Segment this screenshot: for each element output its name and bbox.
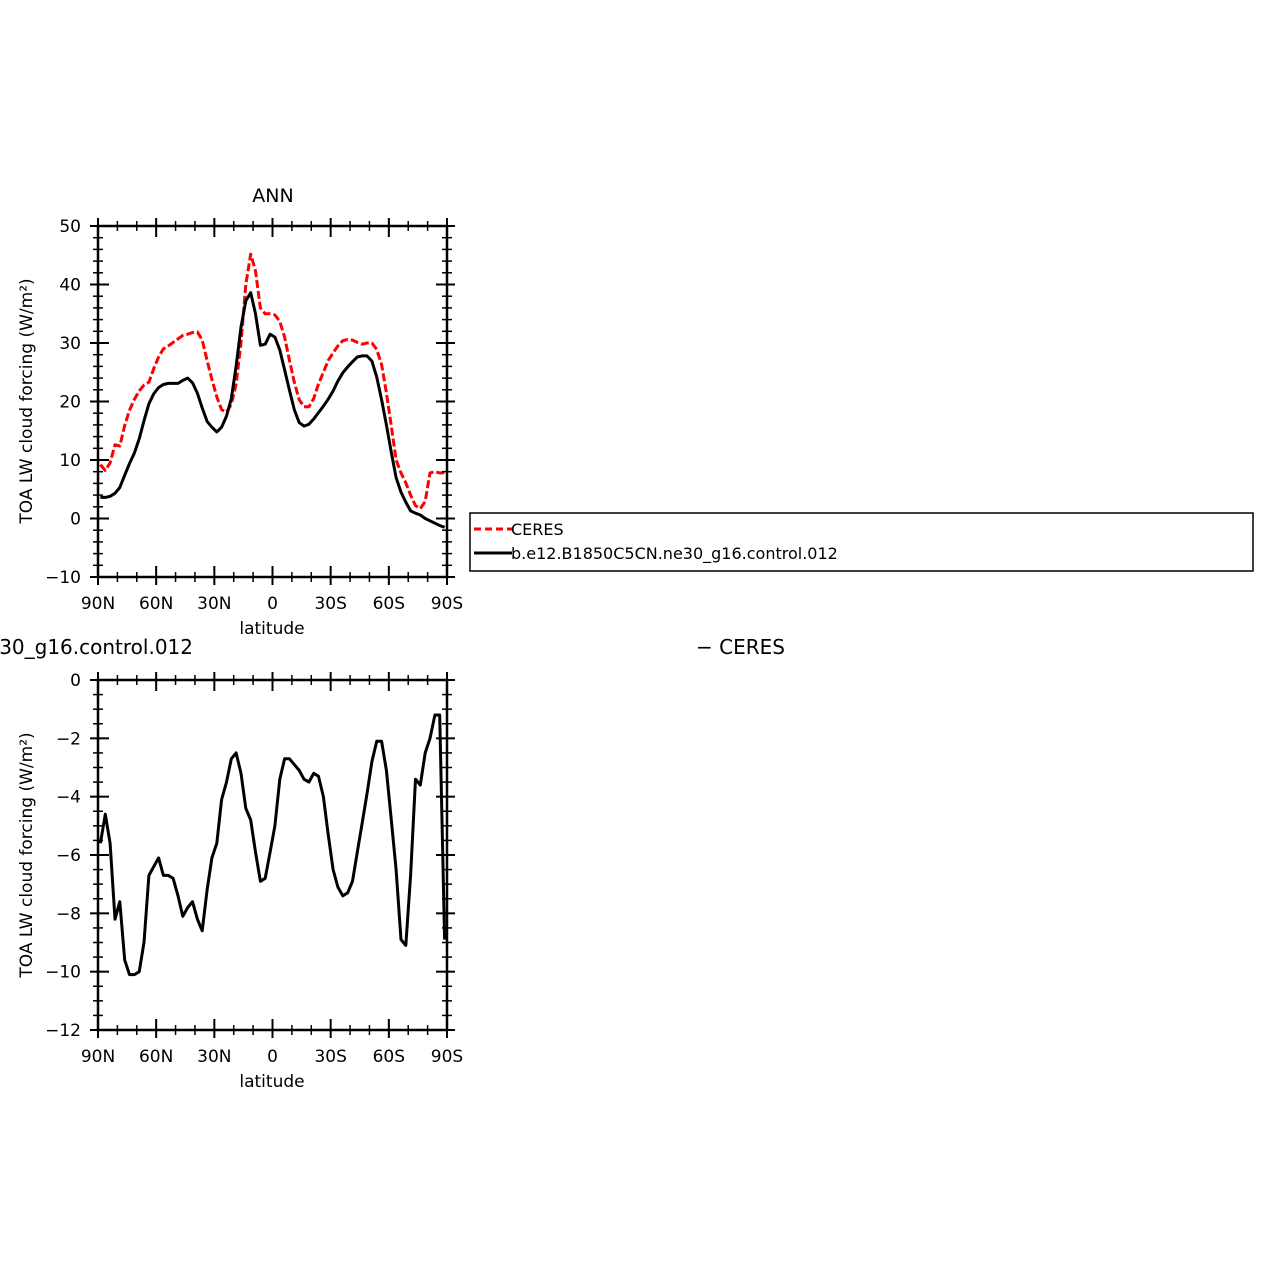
bottom-plot-title-left: b.e12.B1850C5CN.ne30_g16.control.012 xyxy=(0,635,193,659)
top-plot-y-tick-label: 10 xyxy=(59,451,81,471)
bottom-plot-series-group xyxy=(98,713,447,977)
top-plot-x-tick-label: 90N xyxy=(81,594,115,614)
bottom-plot-x-tick-label: 30S xyxy=(314,1047,346,1067)
top-plot-x-tick-label: 30N xyxy=(197,594,231,614)
bottom-plot-panel: b.e12.B1850C5CN.ne30_g16.control.012 − C… xyxy=(0,635,785,1092)
bottom-plot-y-axis-label: TOA LW cloud forcing (W/m²) xyxy=(17,732,37,978)
bottom-plot-x-tick-label: 60S xyxy=(373,1047,405,1067)
bottom-plot-x-tick-label: 0 xyxy=(267,1047,278,1067)
top-plot-x-tick-label: 90S xyxy=(431,594,463,614)
bottom-plot-y-tick-label: −10 xyxy=(45,963,81,983)
top-plot-panel: ANN latitude TOA LW cloud forcing (W/m²)… xyxy=(17,185,463,639)
top-plot-x-tick-label: 0 xyxy=(267,594,278,614)
top-plot-y-tick-label: 0 xyxy=(70,510,81,530)
top-plot-series-group xyxy=(99,252,446,529)
top-plot-y-tick-label: −10 xyxy=(45,568,81,588)
top-plot-series-line-ceres xyxy=(99,252,445,511)
bottom-plot-y-tick-label: −12 xyxy=(45,1021,81,1041)
bottom-plot-x-tick-label: 60N xyxy=(139,1047,173,1067)
top-plot-ticks xyxy=(90,218,455,585)
bottom-plot-y-tick-label: −4 xyxy=(56,788,81,808)
bottom-plot-y-tick-label: 0 xyxy=(70,671,81,691)
top-plot-y-axis-label: TOA LW cloud forcing (W/m²) xyxy=(17,278,37,524)
legend-label-ceres: CERES xyxy=(511,520,564,539)
top-plot-frame xyxy=(96,224,449,579)
bottom-plot-y-tick-label: −2 xyxy=(56,729,81,749)
top-plot-x-tick-label: 60S xyxy=(373,594,405,614)
legend-label-model: b.e12.B1850C5CN.ne30_g16.control.012 xyxy=(511,544,838,564)
bottom-plot-y-tick-label: −8 xyxy=(56,904,81,924)
bottom-plot-frame xyxy=(96,678,449,1032)
top-plot-tick-labels: 90N 60N 30N 0 30S 60S 90S −10 0 10 20 30 40 50 xyxy=(45,217,463,614)
bottom-plot-x-tick-label: 90N xyxy=(81,1047,115,1067)
top-plot-x-axis-label: latitude xyxy=(239,619,304,639)
top-plot-y-tick-label: 20 xyxy=(59,393,81,413)
top-plot-y-tick-label: 30 xyxy=(59,334,81,354)
top-plot-y-tick-label: 40 xyxy=(59,276,81,296)
bottom-plot-x-tick-label: 90S xyxy=(431,1047,463,1067)
top-plot-y-tick-label: 50 xyxy=(59,217,81,237)
bottom-plot-tick-labels: 90N 60N 30N 0 30S 60S 90S −12 −10 −8 −6 −4 −2 0 xyxy=(45,671,463,1067)
legend-box xyxy=(469,512,1254,572)
bottom-plot-title-right: − CERES xyxy=(696,635,785,659)
top-plot-series-line-b-e12-b1850c5cn-ne30-g16-control-012 xyxy=(100,291,446,529)
legend: CERES b.e12.B1850C5CN.ne30_g16.control.0… xyxy=(469,512,1254,572)
bottom-plot-ticks xyxy=(90,672,455,1038)
top-plot-title: ANN xyxy=(252,185,293,207)
bottom-plot-series-line-0 xyxy=(98,713,447,977)
bottom-plot-x-tick-label: 30N xyxy=(197,1047,231,1067)
top-plot-x-tick-label: 60N xyxy=(139,594,173,614)
bottom-plot-y-tick-label: −6 xyxy=(56,846,81,866)
bottom-plot-x-axis-label: latitude xyxy=(239,1072,304,1092)
top-plot-x-tick-label: 30S xyxy=(314,594,346,614)
